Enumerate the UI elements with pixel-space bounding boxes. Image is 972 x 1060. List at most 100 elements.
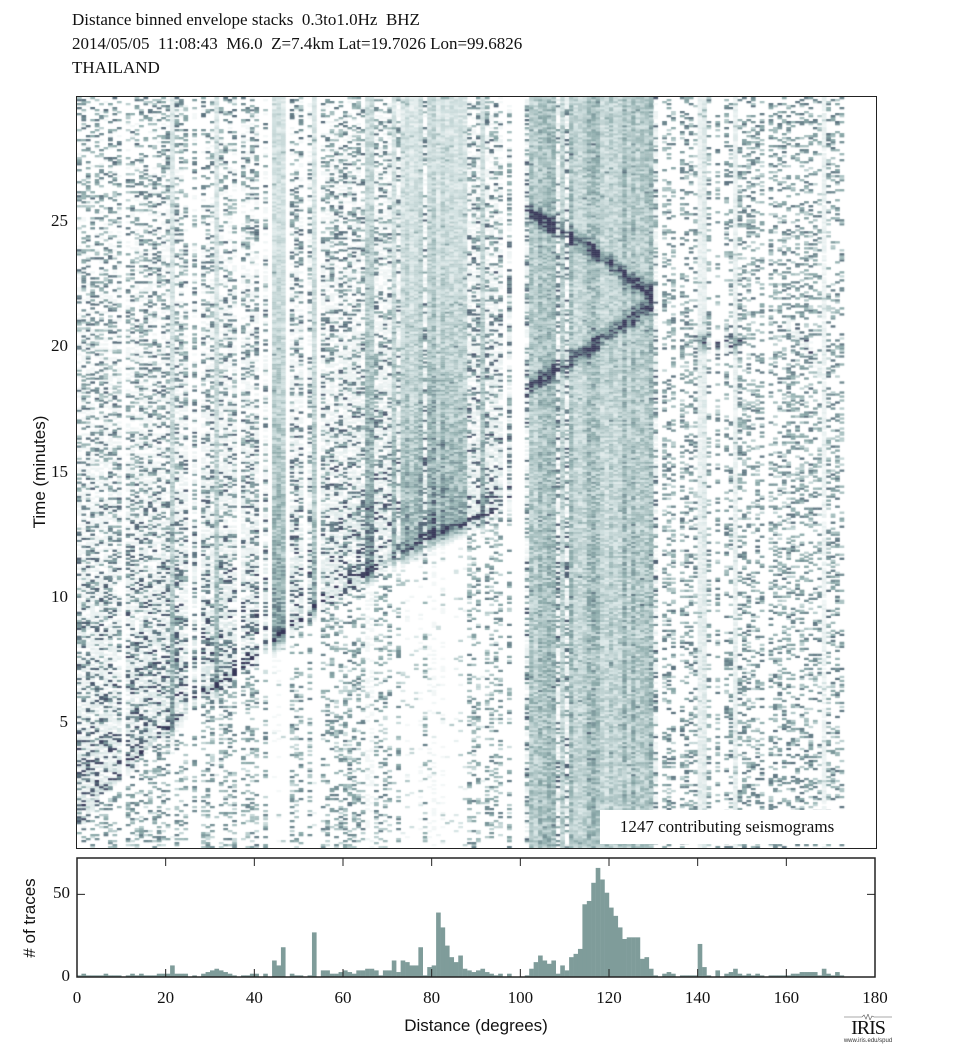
histogram-bar (617, 927, 623, 977)
histogram-bar (546, 963, 552, 977)
histogram-bar (396, 972, 401, 977)
histogram-bar (577, 948, 583, 977)
histogram-bar (564, 970, 570, 977)
histogram-bar (773, 975, 778, 977)
histogram-bar (755, 973, 760, 977)
histogram-bar (595, 867, 601, 977)
histogram-bar (174, 973, 180, 977)
histogram-bar (648, 968, 654, 977)
y-axis-label-traces: # of traces (20, 878, 39, 958)
histogram-bar (294, 975, 299, 977)
logo-text: IRIS (851, 1017, 886, 1039)
histogram-bar (582, 904, 588, 977)
histogram-bar (103, 973, 109, 977)
seismogram-wave-icon (844, 1014, 892, 1020)
histogram-bar (201, 973, 206, 977)
x-tick-label: 20 (157, 988, 175, 1007)
histogram-bar (471, 972, 477, 977)
histogram-bar (431, 965, 437, 977)
event-info: 2014/05/05 11:08:43 M6.0 Z=7.4km Lat=19.… (72, 34, 523, 53)
histogram-bar (413, 965, 419, 977)
histogram-bar (768, 975, 774, 977)
histogram-bar (320, 970, 326, 977)
histogram-bar (839, 975, 845, 977)
histogram-bar (781, 975, 787, 977)
histogram-bar (555, 973, 561, 977)
histogram-bar (622, 938, 627, 977)
histogram-bar (817, 975, 822, 977)
histogram-bar (232, 975, 237, 977)
histogram-bar (351, 973, 357, 977)
main-plot-frame (76, 96, 877, 849)
histogram-bar (697, 943, 703, 977)
x-tick-label: 180 (862, 988, 888, 1007)
x-axis-label: Distance (degrees) (404, 1016, 548, 1035)
histogram-bar (671, 973, 676, 977)
histogram-bar (662, 973, 667, 977)
histogram-bar (94, 975, 100, 977)
histogram-bar (812, 972, 818, 977)
histogram-bar (498, 973, 503, 977)
histogram-bar (391, 960, 397, 977)
histogram-bar (538, 955, 543, 977)
histogram-bar (156, 973, 162, 977)
histogram-bar (626, 937, 632, 977)
histogram-bar (356, 970, 361, 977)
histogram-bar (440, 927, 446, 977)
histogram-bar (280, 947, 286, 977)
x-tick-label: 40 (245, 988, 263, 1007)
hist-y-tick-label: 50 (53, 883, 70, 903)
histogram-bar (737, 973, 743, 977)
x-tick-label: 80 (423, 988, 441, 1007)
histogram-bar (347, 972, 353, 977)
chart-title: Distance binned envelope stacks 0.3to1.0… (72, 10, 420, 29)
histogram-bar (387, 970, 392, 977)
histogram-bar (786, 975, 791, 977)
histogram-bar (799, 972, 805, 977)
envelope-heatmap (77, 97, 875, 848)
histogram-bar (462, 968, 468, 977)
histogram-bar (183, 973, 189, 977)
histogram-bar (533, 962, 539, 977)
histogram-bar (542, 960, 548, 977)
x-tick-label: 160 (773, 988, 800, 1007)
histogram-bar (108, 975, 113, 977)
histogram-bar (418, 947, 423, 977)
histogram-bar (365, 968, 370, 977)
histogram-bar (586, 900, 592, 977)
histogram-bar (161, 973, 166, 977)
histogram-bar (427, 967, 432, 977)
histogram-bar (484, 972, 490, 977)
histogram-bar (77, 975, 82, 977)
histogram-bar (467, 970, 472, 977)
histogram-bar (613, 915, 619, 977)
histogram-bar (214, 968, 220, 977)
histogram-bar (81, 973, 87, 977)
histogram-bar (507, 973, 512, 977)
histogram-bar (693, 975, 698, 977)
histogram-bar (733, 968, 738, 977)
histogram-bar (382, 970, 388, 977)
histogram-frame (76, 857, 876, 978)
histogram-bar (790, 973, 796, 977)
histogram-bar (205, 972, 211, 977)
histogram-bar (272, 960, 277, 977)
histogram-bar (777, 975, 783, 977)
histogram-bar (795, 973, 800, 977)
histogram-bar (147, 975, 153, 977)
histogram-bar (192, 975, 197, 977)
x-tick-label: 140 (684, 988, 711, 1007)
y-tick-label: 10 (51, 586, 68, 606)
histogram-bar (591, 882, 596, 977)
histogram-bar (830, 975, 836, 977)
histogram-bar (241, 975, 246, 977)
histogram-bar (804, 972, 809, 977)
histogram-bar (378, 975, 384, 977)
histogram-bar (679, 975, 685, 977)
histogram-bar (152, 975, 157, 977)
histogram-bar (551, 960, 556, 977)
histogram-bar (254, 973, 259, 977)
histogram-bar (400, 960, 406, 977)
histogram-bar (338, 972, 344, 977)
